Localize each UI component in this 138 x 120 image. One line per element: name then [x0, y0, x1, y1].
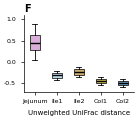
X-axis label: Unweighted UniFrac distance: Unweighted UniFrac distance [28, 110, 130, 116]
Text: F: F [24, 4, 30, 14]
PathPatch shape [52, 73, 62, 78]
PathPatch shape [74, 69, 84, 75]
PathPatch shape [118, 81, 128, 85]
PathPatch shape [30, 35, 40, 50]
PathPatch shape [96, 79, 106, 83]
